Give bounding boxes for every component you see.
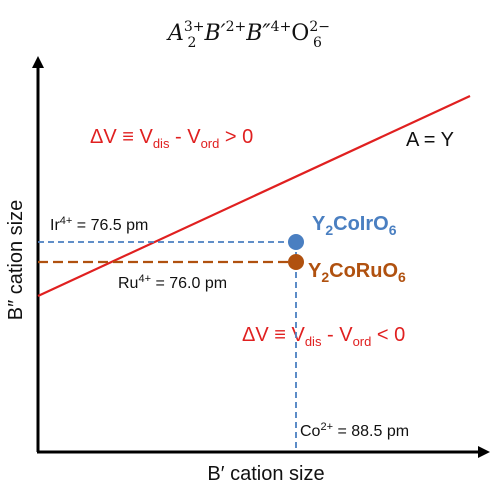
ru-compound-label: Y2CoRuO6	[308, 260, 406, 285]
formula-b2: B″	[245, 21, 271, 46]
ir-point	[288, 234, 304, 250]
y-axis-label: B″ cation size	[5, 200, 27, 320]
formula-o-sub: 6	[313, 35, 322, 51]
co-annotation: Co2+ = 88.5 pm	[300, 421, 409, 440]
formula-title: A3+ 2 B′2+B″4+O2− 6	[166, 19, 330, 51]
formula-b1-sup: 2+	[226, 19, 247, 35]
ir-annotation: Ir4+ = 76.5 pm	[50, 215, 148, 234]
region-upper-label: ΔV ≡ Vdis - Vord > 0	[90, 126, 253, 151]
ru-annotation: Ru4+ = 76.0 pm	[118, 273, 227, 292]
boundary-line	[37, 95, 471, 297]
formula-o: O	[291, 21, 309, 46]
ir-compound-label: Y2CoIrO6	[312, 213, 397, 238]
formula-a-sub: 2	[188, 35, 197, 51]
x-axis-label: B′ cation size	[207, 463, 324, 485]
formula-b2-sup: 4+	[271, 19, 292, 35]
formula-o-sup: 2−	[309, 19, 330, 35]
boundary-label: A = Y	[406, 129, 454, 151]
region-lower-label: ΔV ≡ Vdis - Vord < 0	[242, 324, 405, 349]
formula-b1: B′	[203, 21, 225, 46]
ru-point	[288, 254, 304, 270]
formula-a-sup: 3+	[184, 19, 205, 35]
formula-a: A	[166, 21, 184, 46]
